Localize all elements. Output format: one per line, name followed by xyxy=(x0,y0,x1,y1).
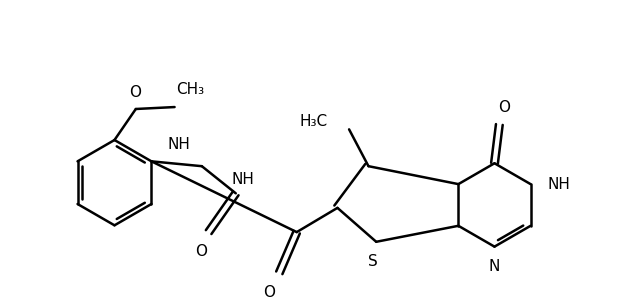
Text: O: O xyxy=(498,100,510,115)
Text: H₃C: H₃C xyxy=(300,114,328,129)
Text: O: O xyxy=(129,85,141,100)
Text: N: N xyxy=(489,259,500,274)
Text: O: O xyxy=(195,244,207,259)
Text: NH: NH xyxy=(167,137,190,152)
Text: O: O xyxy=(264,285,276,300)
Text: NH: NH xyxy=(547,177,570,192)
Text: NH: NH xyxy=(232,172,255,187)
Text: CH₃: CH₃ xyxy=(177,82,205,97)
Text: S: S xyxy=(369,254,378,269)
